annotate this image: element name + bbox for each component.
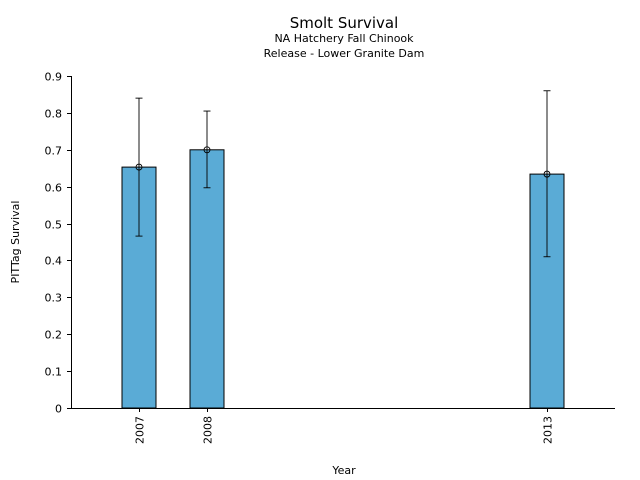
x-tick-label: 2008: [202, 416, 215, 444]
y-tick-label: 0.9: [45, 71, 63, 84]
y-tick-label: 0.4: [45, 255, 63, 268]
bar-2008: [189, 149, 225, 409]
x-tick-label: 2007: [134, 416, 147, 444]
point-marker-2013: [543, 170, 551, 178]
bars: [121, 90, 565, 409]
x-tick-label: 2013: [542, 416, 555, 444]
point-marker-2007: [135, 163, 143, 171]
chart-subtitle-line-1: NA Hatchery Fall Chinook: [274, 32, 414, 45]
y-tick-label: 0.2: [45, 329, 63, 342]
y-tick-label: 0: [55, 403, 62, 416]
y-axis-ticks: 0 0.1 0.2 0.3 0.4 0.5 0.6 0.7 0.8 0.9: [45, 71, 71, 416]
y-tick-label: 0.3: [45, 292, 63, 305]
chart-title: Smolt Survival: [290, 14, 399, 32]
x-axis-ticks: 2007 2008 2013: [134, 408, 555, 444]
y-tick-label: 0.1: [45, 366, 63, 379]
y-tick-label: 0.5: [45, 219, 63, 232]
x-axis-label: Year: [331, 464, 356, 477]
point-marker-2008: [203, 146, 211, 154]
y-axis-label: PITTag Survival: [9, 201, 22, 284]
y-tick-label: 0.8: [45, 108, 63, 121]
y-tick-label: 0.6: [45, 182, 63, 195]
y-tick-label: 0.7: [45, 145, 63, 158]
chart-subtitle-line-2: Release - Lower Granite Dam: [264, 47, 425, 60]
